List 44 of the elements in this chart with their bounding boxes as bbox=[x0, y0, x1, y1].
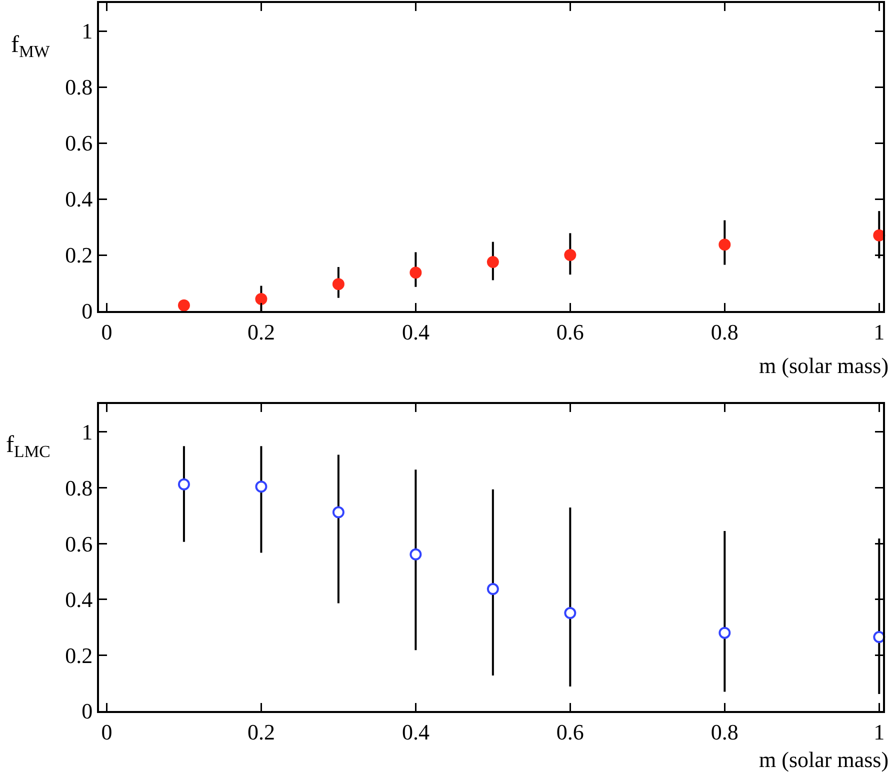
point bbox=[410, 266, 422, 279]
y-tick-label: 0.8 bbox=[65, 74, 93, 100]
x-tick-label: 0 bbox=[101, 319, 112, 344]
point bbox=[332, 506, 344, 518]
y-tick-label: 1 bbox=[82, 18, 93, 44]
point bbox=[255, 480, 268, 493]
point bbox=[332, 278, 344, 290]
x-axis-title: m (solar mass) bbox=[759, 747, 889, 772]
y-axis-title: f$_{LMC}$ bbox=[6, 432, 50, 462]
y-tick-label: 0 bbox=[82, 298, 93, 324]
x-tick-label: 0.2 bbox=[247, 319, 275, 344]
x-tick-label: 0.4 bbox=[402, 319, 430, 344]
point bbox=[178, 478, 190, 490]
y-tick-label: 0.4 bbox=[65, 186, 93, 212]
x-tick-label: 0.4 bbox=[402, 719, 430, 744]
x-tick-label: 0.6 bbox=[556, 719, 584, 744]
point bbox=[255, 292, 268, 305]
x-tick-label: 0.6 bbox=[556, 319, 584, 344]
y-axis-title: f$_{MW}$ bbox=[11, 32, 50, 62]
y-tick-label: 0.6 bbox=[65, 531, 93, 556]
point bbox=[564, 249, 576, 261]
y-tick-label: 0.2 bbox=[65, 242, 93, 268]
y-tick-label: 0.4 bbox=[65, 587, 93, 612]
x-tick-label: 0.2 bbox=[247, 719, 275, 744]
x-tick-label: 0.8 bbox=[710, 719, 738, 744]
point bbox=[564, 607, 576, 620]
y-tick-label: 0 bbox=[82, 698, 93, 724]
point bbox=[873, 631, 886, 644]
x-tick-label: 0 bbox=[101, 719, 112, 744]
point bbox=[718, 626, 731, 639]
x-tick-label: 1 bbox=[874, 719, 885, 744]
y-tick-label: 0.6 bbox=[65, 130, 93, 156]
point bbox=[486, 256, 499, 268]
point bbox=[718, 238, 731, 251]
point bbox=[410, 548, 422, 560]
point bbox=[178, 299, 190, 312]
y-tick-label: 0.8 bbox=[65, 475, 93, 500]
x-tick-label: 1 bbox=[874, 319, 885, 344]
x-axis-title: m (solar mass) bbox=[759, 353, 889, 378]
point bbox=[873, 229, 886, 242]
y-tick-label: 1 bbox=[82, 420, 93, 445]
y-tick-label: 0.2 bbox=[65, 642, 93, 668]
x-tick-label: 0.8 bbox=[710, 319, 738, 344]
point bbox=[486, 583, 499, 596]
